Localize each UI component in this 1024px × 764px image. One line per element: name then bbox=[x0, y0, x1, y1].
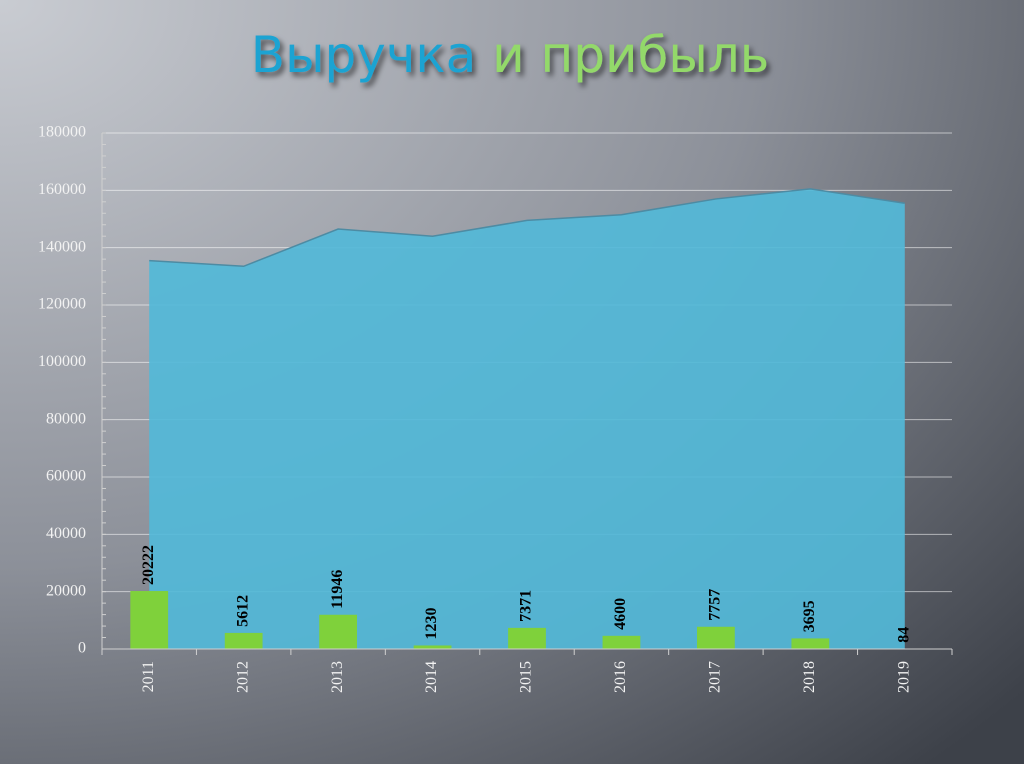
data-label: 4600 bbox=[612, 598, 629, 630]
title-part: и прибыль bbox=[492, 26, 769, 84]
data-label: 7757 bbox=[707, 589, 724, 621]
y-tick-label: 160000 bbox=[38, 181, 86, 198]
chart-title: Выручка и прибыль bbox=[251, 26, 769, 84]
bar bbox=[508, 627, 546, 649]
x-tick-label: 2016 bbox=[612, 661, 629, 693]
y-tick-label: 60000 bbox=[46, 468, 86, 485]
title-part: Выручка bbox=[251, 26, 477, 84]
y-tick-label: 180000 bbox=[38, 124, 86, 141]
x-tick-label: 2017 bbox=[707, 661, 724, 693]
bar bbox=[413, 645, 452, 649]
y-tick-label: 20000 bbox=[46, 582, 86, 599]
x-tick-label: 2018 bbox=[801, 661, 818, 693]
y-tick-label: 0 bbox=[78, 640, 86, 657]
data-label: 84 bbox=[895, 627, 912, 643]
y-tick-label: 120000 bbox=[38, 296, 86, 313]
y-tick-label: 100000 bbox=[38, 353, 86, 370]
bar bbox=[130, 591, 169, 649]
data-label: 11946 bbox=[329, 570, 346, 609]
data-label: 7371 bbox=[518, 590, 535, 622]
y-tick-label: 40000 bbox=[46, 525, 86, 542]
bar bbox=[697, 626, 735, 649]
x-tick-label: 2015 bbox=[518, 661, 535, 693]
x-tick-label: 2019 bbox=[895, 661, 912, 693]
bar bbox=[791, 638, 830, 649]
x-tick-label: 2012 bbox=[234, 661, 251, 693]
data-label: 1230 bbox=[423, 607, 440, 639]
x-tick-label: 2014 bbox=[423, 661, 440, 693]
area-fill bbox=[149, 188, 905, 649]
bar bbox=[319, 614, 357, 649]
data-label: 3695 bbox=[801, 600, 818, 632]
y-tick-label: 140000 bbox=[38, 238, 86, 255]
area-line bbox=[149, 188, 905, 268]
y-tick-label: 80000 bbox=[46, 410, 86, 427]
bar bbox=[602, 635, 641, 649]
bar bbox=[224, 632, 263, 649]
data-label: 5612 bbox=[234, 595, 251, 627]
data-label: 20222 bbox=[140, 545, 157, 585]
x-tick-label: 2011 bbox=[140, 661, 157, 692]
x-tick-label: 2013 bbox=[329, 661, 346, 693]
